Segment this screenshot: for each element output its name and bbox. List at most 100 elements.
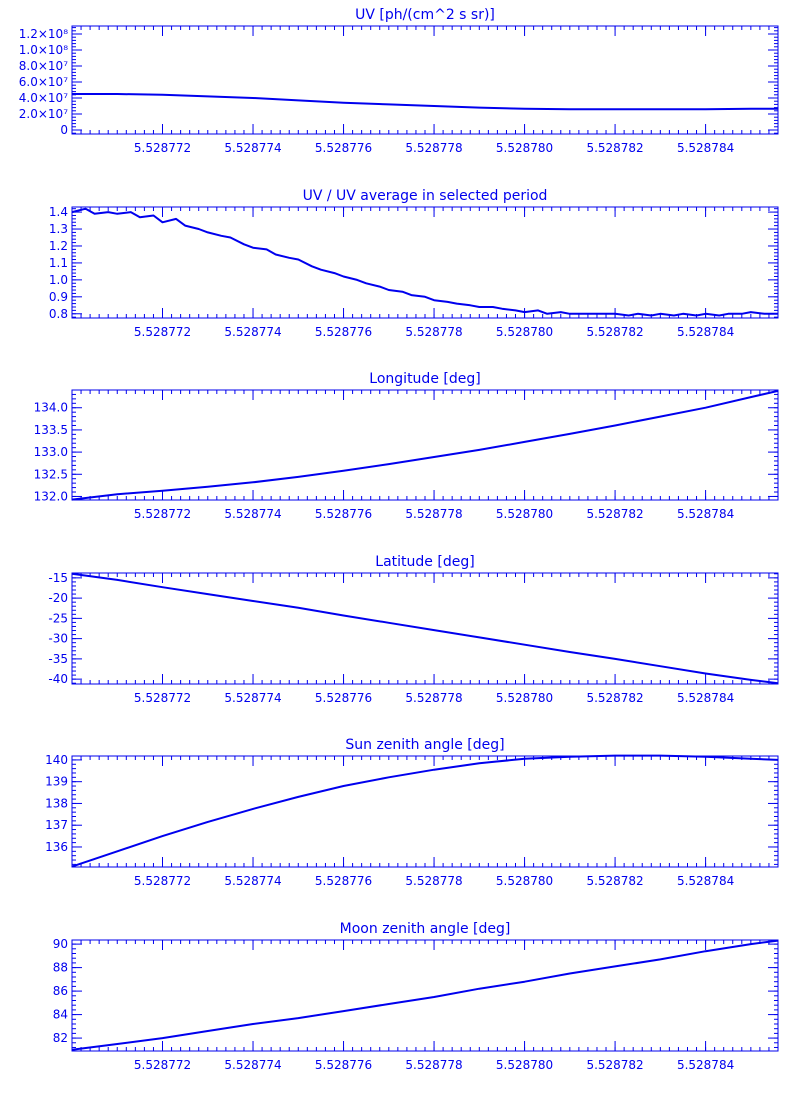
x-tick-label: 5.528774 [224,141,281,155]
plot-frame [71,389,779,501]
x-tick-label: 5.528772 [134,507,191,521]
x-tick-label: 5.528782 [586,1058,643,1072]
x-tick-label: 5.528780 [496,507,553,521]
x-tick-label: 5.528772 [134,1058,191,1072]
x-tick-label: 5.528774 [224,691,281,705]
y-tick-label: 133.5 [34,423,68,437]
x-tick-label: 5.528772 [134,325,191,339]
x-tick-label: 5.528784 [677,325,734,339]
y-tick-label: -30 [48,632,68,646]
y-tick-label: -15 [48,571,68,585]
y-tick-label: -25 [48,611,68,625]
y-tick-label: 8.0×10⁷ [19,59,68,73]
y-tick-label: -40 [48,672,68,686]
x-tick-label: 5.528772 [134,141,191,155]
x-tick-label: 5.528774 [224,325,281,339]
x-tick-label: 5.528780 [496,325,553,339]
x-tick-label: 5.528780 [496,691,553,705]
y-tick-label: 90 [53,937,68,951]
y-tick-label: 133.0 [34,445,68,459]
y-tick-label: 132.5 [34,467,68,481]
series-line [72,93,778,111]
y-tick-label: 82 [53,1031,68,1045]
y-tick-label: 6.0×10⁷ [19,75,68,89]
series-line [71,389,779,501]
x-tick-label: 5.528782 [586,507,643,521]
x-tick-label: 5.528782 [586,325,643,339]
y-tick-label: 2.0×10⁷ [19,107,68,121]
y-tick-label: 1.3 [49,222,68,236]
y-tick-label: 0 [60,123,68,137]
x-tick-label: 5.528776 [315,874,372,888]
plot-frame [71,206,779,319]
chart-panel-3: Longitude [deg] 5.528772 5.528774 5.528776 5… [34,371,779,521]
y-tick-label: 137 [45,818,68,832]
chart-panel-5: Sun zenith angle [deg] 5.528772 5.528774 5.… [45,737,779,888]
y-tick-label: 1.0 [49,273,68,287]
chart-panel-6: Moon zenith angle [deg] 5.528772 5.528774 5… [53,921,779,1072]
y-tick-label: 1.2×10⁸ [19,27,68,41]
chart-panel-4: Latitude [deg] 5.528772 5.528774 5.528776 5.… [48,554,779,705]
chart-title: Sun zenith angle [deg] [345,737,504,753]
x-tick-label: 5.528784 [677,141,734,155]
chart-title: UV / UV average in selected period [303,188,548,204]
y-tick-label: 140 [45,753,68,767]
x-tick-label: 5.528784 [677,507,734,521]
x-tick-label: 5.528784 [677,691,734,705]
chart-panel-1: UV [ph/(cm^2 s sr)] 5.528772 5.528774 5.528… [19,7,779,155]
series-line [71,207,778,317]
x-tick-label: 5.528784 [677,874,734,888]
y-tick-label: 136 [45,840,68,854]
y-tick-label: 0.8 [49,307,68,321]
chart-panel-2: UV / UV average in selected period 5.5287… [49,188,779,339]
y-tick-label: 1.4 [49,205,68,219]
chart-title: Latitude [deg] [375,554,474,570]
y-tick-label: -20 [48,591,68,605]
y-tick-label: 132.0 [34,489,68,503]
x-tick-label: 5.528774 [224,507,281,521]
y-tick-label: 1.1 [49,256,68,270]
x-tick-label: 5.528772 [134,874,191,888]
x-tick-label: 5.528780 [496,874,553,888]
x-tick-label: 5.528778 [405,691,462,705]
chart-title: UV [ph/(cm^2 s sr)] [355,7,495,23]
y-tick-label: 1.0×10⁸ [19,43,68,57]
y-tick-label: 88 [53,961,68,975]
x-tick-label: 5.528780 [496,1058,553,1072]
x-tick-label: 5.528782 [586,141,643,155]
y-tick-label: 0.9 [49,290,68,304]
y-tick-label: 1.2 [49,239,68,253]
x-tick-label: 5.528778 [405,325,462,339]
x-tick-label: 5.528782 [586,691,643,705]
x-tick-label: 5.528776 [315,691,372,705]
x-tick-label: 5.528778 [405,507,462,521]
x-tick-label: 5.528776 [315,507,372,521]
plot-frame [71,755,779,868]
y-tick-label: 84 [53,1008,68,1022]
y-tick-label: 86 [53,984,68,998]
series-line [71,939,779,1051]
x-tick-label: 5.528774 [224,1058,281,1072]
x-tick-label: 5.528776 [315,1058,372,1072]
x-tick-label: 5.528776 [315,141,372,155]
y-tick-label: 139 [45,775,68,789]
y-tick-label: 4.0×10⁷ [19,91,68,105]
series-line [71,572,779,685]
x-tick-label: 5.528778 [405,141,462,155]
x-tick-label: 5.528784 [677,1058,734,1072]
x-tick-label: 5.528780 [496,141,553,155]
x-tick-label: 5.528778 [405,1058,462,1072]
plot-frame [71,25,779,135]
x-tick-label: 5.528776 [315,325,372,339]
series-line [71,754,779,868]
x-tick-label: 5.528782 [586,874,643,888]
x-tick-label: 5.528774 [224,874,281,888]
x-tick-label: 5.528772 [134,691,191,705]
chart-title: Moon zenith angle [deg] [340,921,511,937]
y-tick-label: -35 [48,652,68,666]
y-tick-label: 134.0 [34,401,68,415]
y-tick-label: 138 [45,796,68,810]
x-tick-label: 5.528778 [405,874,462,888]
chart-title: Longitude [deg] [369,371,480,387]
